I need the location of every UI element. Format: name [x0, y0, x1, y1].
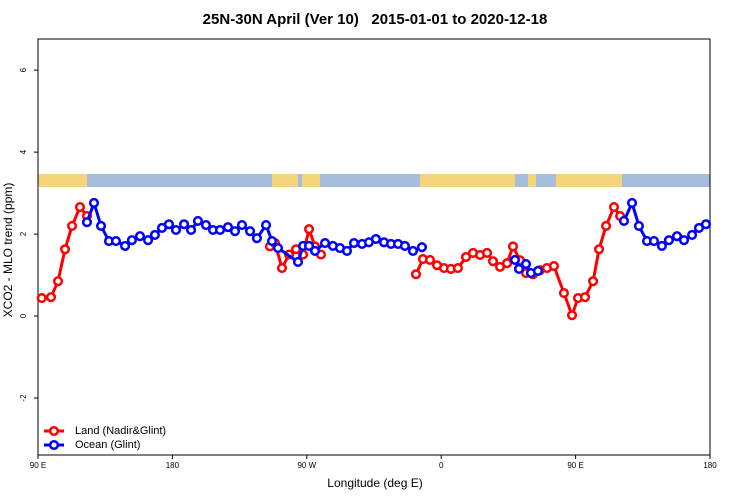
point: [407, 245, 419, 256]
point: [134, 231, 146, 242]
series-line: [85, 198, 707, 275]
y-tick-label: 0: [19, 313, 28, 318]
point: [579, 292, 591, 303]
point: [502, 258, 513, 269]
point: [509, 254, 521, 265]
x-axis-label: Longitude (deg E): [327, 476, 422, 490]
point: [588, 276, 599, 287]
point: [245, 226, 256, 237]
point: [678, 235, 690, 246]
point: [36, 292, 47, 304]
point: [81, 217, 93, 228]
x-tick-label: 180: [703, 461, 717, 470]
x-tick-label: 90 E: [30, 461, 46, 470]
point: [66, 220, 78, 231]
point: [520, 258, 532, 270]
y-tick-label: 6: [19, 67, 28, 72]
point: [633, 220, 644, 231]
land-ocean-strip: [38, 174, 710, 187]
point: [513, 263, 525, 274]
point: [260, 220, 272, 231]
point: [309, 245, 321, 256]
point: [74, 201, 86, 213]
point: [507, 241, 519, 252]
point: [236, 220, 248, 231]
point: [45, 292, 57, 303]
point: [671, 231, 683, 242]
point: [52, 276, 64, 287]
point: [214, 224, 226, 236]
point: [663, 235, 674, 246]
point: [618, 215, 630, 227]
point: [192, 215, 203, 227]
point: [370, 233, 381, 245]
point: [178, 219, 190, 230]
point: [319, 238, 331, 249]
point: [700, 219, 712, 230]
point: [601, 220, 612, 231]
point: [687, 229, 698, 240]
x-tick-label: 90 W: [297, 461, 316, 470]
legend-marker: [48, 425, 60, 437]
point: [566, 310, 578, 321]
legend-label: Land (Nadir&Glint): [75, 425, 166, 437]
point: [558, 288, 570, 299]
point: [593, 244, 605, 255]
y-axis-label: XCO2 - MLO trend (ppm): [1, 183, 15, 318]
point: [120, 240, 131, 252]
point: [126, 235, 137, 246]
point: [626, 197, 638, 208]
series-line: [41, 203, 622, 320]
point: [110, 236, 122, 247]
point: [648, 236, 660, 247]
y-tick-label: -2: [19, 394, 28, 402]
point: [548, 261, 559, 272]
point: [424, 254, 436, 265]
y-tick-label: 4: [19, 149, 28, 154]
point: [88, 197, 100, 208]
point: [163, 219, 175, 230]
legend-marker: [48, 439, 60, 451]
point: [222, 222, 234, 233]
point: [399, 240, 410, 252]
chart-title: 25N-30N April (Ver 10) 2015-01-01 to 202…: [203, 11, 548, 28]
point: [149, 229, 160, 240]
point: [303, 240, 315, 252]
point: [608, 201, 620, 213]
point: [303, 224, 315, 235]
point: [341, 245, 353, 256]
point: [170, 224, 182, 236]
point: [200, 220, 212, 231]
point: [481, 247, 493, 258]
y-tick-label: 2: [19, 231, 28, 236]
point: [532, 265, 544, 277]
point: [276, 263, 288, 274]
point: [410, 269, 422, 280]
x-tick-label: 90 E: [567, 461, 583, 470]
point: [266, 236, 278, 247]
point: [348, 238, 360, 249]
point: [487, 256, 499, 267]
plot-frame: [37, 38, 711, 456]
point: [416, 242, 427, 253]
point: [59, 244, 71, 255]
legend-label: Ocean (Glint): [75, 439, 140, 451]
point: [292, 256, 304, 268]
point: [229, 226, 241, 237]
point: [452, 263, 463, 274]
point: [143, 235, 154, 246]
point: [186, 224, 197, 236]
point: [460, 251, 472, 263]
point: [272, 242, 284, 254]
x-tick-label: 180: [166, 461, 180, 470]
point: [95, 220, 107, 231]
point: [656, 240, 667, 252]
x-tick-label: 0: [439, 461, 444, 470]
point: [251, 233, 262, 244]
